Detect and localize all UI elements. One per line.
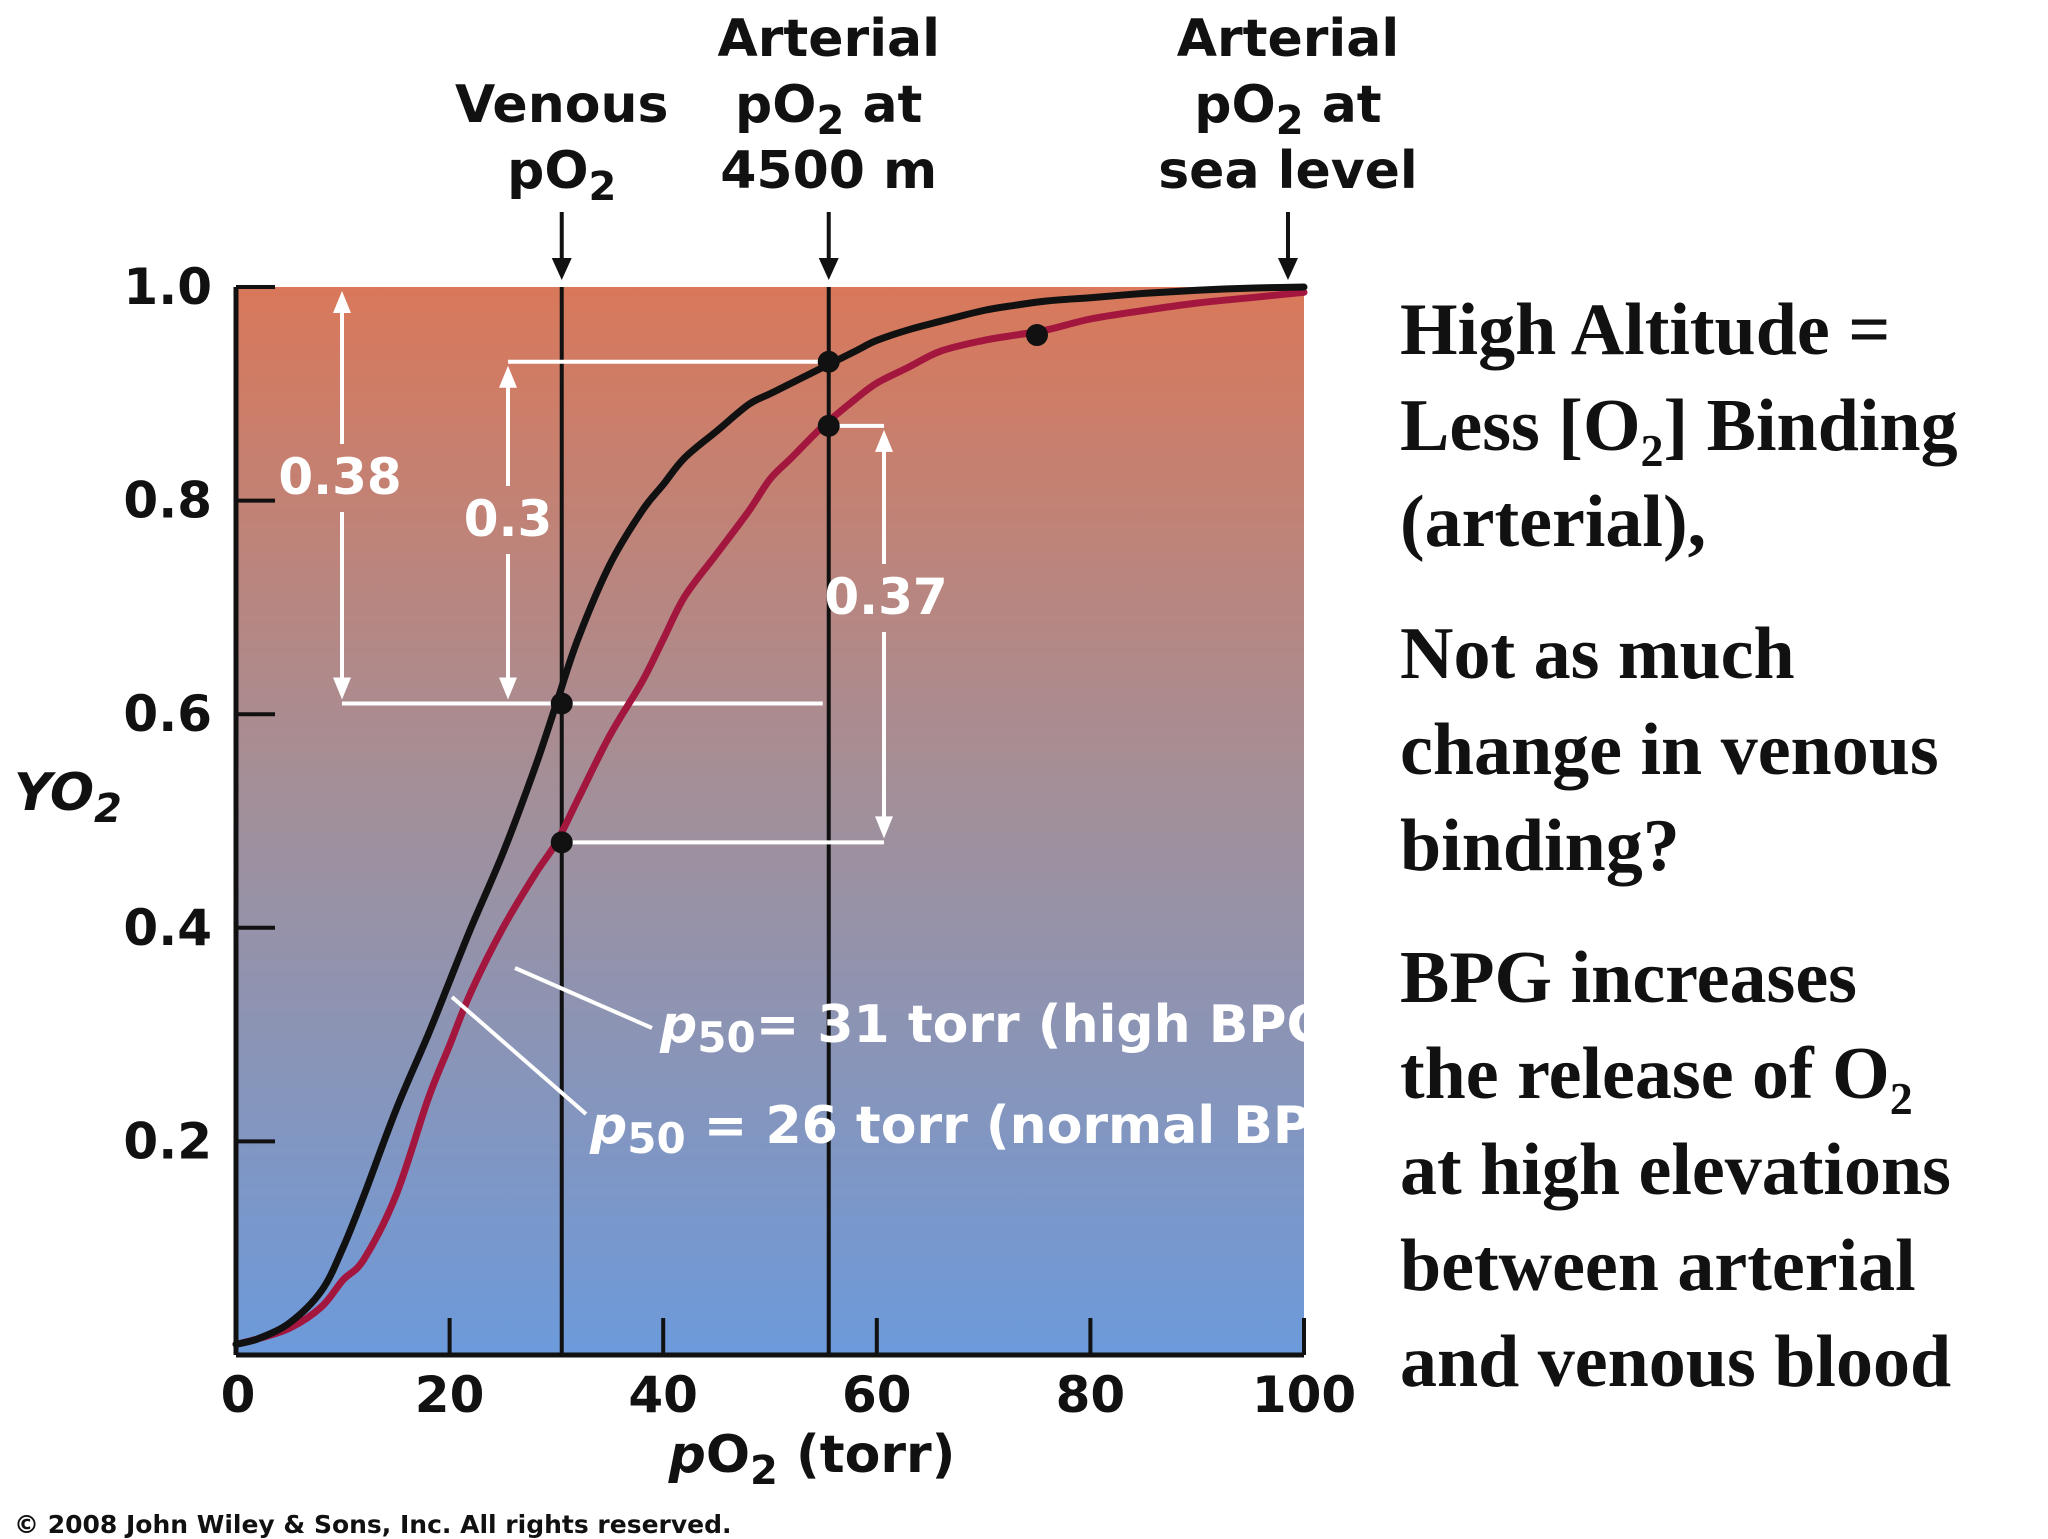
side-block-2-line-3: binding? <box>1400 805 1680 887</box>
annotation-arrowhead-up <box>333 291 351 313</box>
data-point <box>550 692 573 715</box>
plot-area <box>236 287 1304 1355</box>
annotation-arrowhead-down <box>333 677 351 700</box>
legend-high-bpg: p50= 31 torr (high BPG) <box>659 995 1353 1062</box>
legend-normal-bpg: p50 = 26 torr (normal BPG) <box>589 1096 1377 1163</box>
side-block-1-line-3: (arterial), <box>1400 481 1707 563</box>
side-block-3-sub: 2 <box>1889 1073 1913 1124</box>
marker-label-line: Arterial <box>1177 9 1399 69</box>
series-normal-bpg-curve <box>232 283 1308 1348</box>
data-point <box>817 414 840 437</box>
y-tick-label: 0.2 <box>123 1112 212 1170</box>
data-point <box>550 831 573 854</box>
marker-label-line: pO2​ at <box>735 75 922 144</box>
series-high-bpg-curve <box>232 288 1308 1348</box>
x-tick-label: 60 <box>842 1366 912 1424</box>
marker-label-line: Venous <box>455 75 668 135</box>
x-tick-label: 80 <box>1056 1366 1126 1424</box>
marker-arrowhead <box>1277 258 1298 280</box>
side-block-1-line-2-pre: Less [O <box>1400 385 1641 467</box>
tick-labels: 0 20 40 60 80 100 0.2 0.4 0.6 0.8 1.0 <box>123 258 1356 1424</box>
marker-arrowhead <box>551 258 572 280</box>
marker-lines <box>551 212 1298 1355</box>
side-explanation: High Altitude = Less [O2] Binding (arter… <box>1400 282 2040 1446</box>
side-block-3-line-5: and venous blood <box>1400 1321 1952 1403</box>
side-block-1-line-1: High Altitude = <box>1400 289 1891 371</box>
x-tick-label: 20 <box>415 1366 485 1424</box>
side-block-2: Not as much change in venous binding? <box>1400 606 2040 894</box>
y-tick-label: 0.6 <box>123 685 212 743</box>
marker-label-line: pO2​ <box>507 141 616 210</box>
copyright-notice: © 2008 John Wiley & Sons, Inc. All right… <box>14 1510 732 1539</box>
side-block-3: BPG increases the release of O2 at high … <box>1400 930 2040 1410</box>
x-tick-label: 40 <box>628 1366 698 1424</box>
difference-annotations: 0.38 0.3 0.37 <box>278 291 948 845</box>
marker-label-line: pO2​ at <box>1194 75 1381 144</box>
y-tick-label: 0.4 <box>123 899 212 957</box>
marker-label-line: Arterial <box>718 9 940 69</box>
side-block-1: High Altitude = Less [O2] Binding (arter… <box>1400 282 2040 570</box>
y-tick-label: 1.0 <box>123 258 212 316</box>
marker-arrowhead <box>818 258 839 280</box>
annotation-arrowhead-down <box>875 816 893 839</box>
data-points <box>550 324 1048 854</box>
x-tick-label: 100 <box>1252 1366 1356 1424</box>
side-block-3-line-1: BPG increases <box>1400 937 1857 1019</box>
marker-label-line: 4500 m <box>720 141 937 201</box>
x-tick-label: 0 <box>221 1366 256 1424</box>
tick-marks <box>236 285 1306 1355</box>
leader-high-bpg <box>514 966 653 1030</box>
data-point <box>817 350 840 373</box>
annotation-arrowhead-down <box>499 677 517 700</box>
x-axis-label: pO2​ (torr) <box>668 1425 956 1494</box>
side-block-3-line-2-pre: the release of O <box>1400 1033 1890 1115</box>
side-block-3-line-4: between arterial <box>1400 1225 1916 1307</box>
side-block-3-line-3: at high elevations <box>1400 1129 1951 1211</box>
annotation-label: 0.3 <box>464 490 553 548</box>
marker-label-line: sea level <box>1158 141 1418 201</box>
annotation-arrowhead-up <box>875 429 893 452</box>
data-point <box>1026 324 1048 347</box>
legend-leaders <box>450 966 653 1116</box>
leader-normal-bpg <box>450 995 588 1116</box>
y-axis-label: YO2​ <box>14 763 122 832</box>
annotation-label: 0.37 <box>824 568 947 626</box>
curve-layer <box>232 283 1308 1348</box>
side-block-2-line-1: Not as much <box>1400 613 1795 695</box>
side-block-2-line-2: change in venous <box>1400 709 1939 791</box>
annotation-arrowhead-up <box>499 365 517 388</box>
annotation-label: 0.38 <box>278 448 401 506</box>
side-block-1-sub: 2 <box>1640 425 1664 476</box>
y-tick-label: 0.8 <box>123 472 212 530</box>
side-block-1-line-2-post: ] Binding <box>1663 385 1958 467</box>
